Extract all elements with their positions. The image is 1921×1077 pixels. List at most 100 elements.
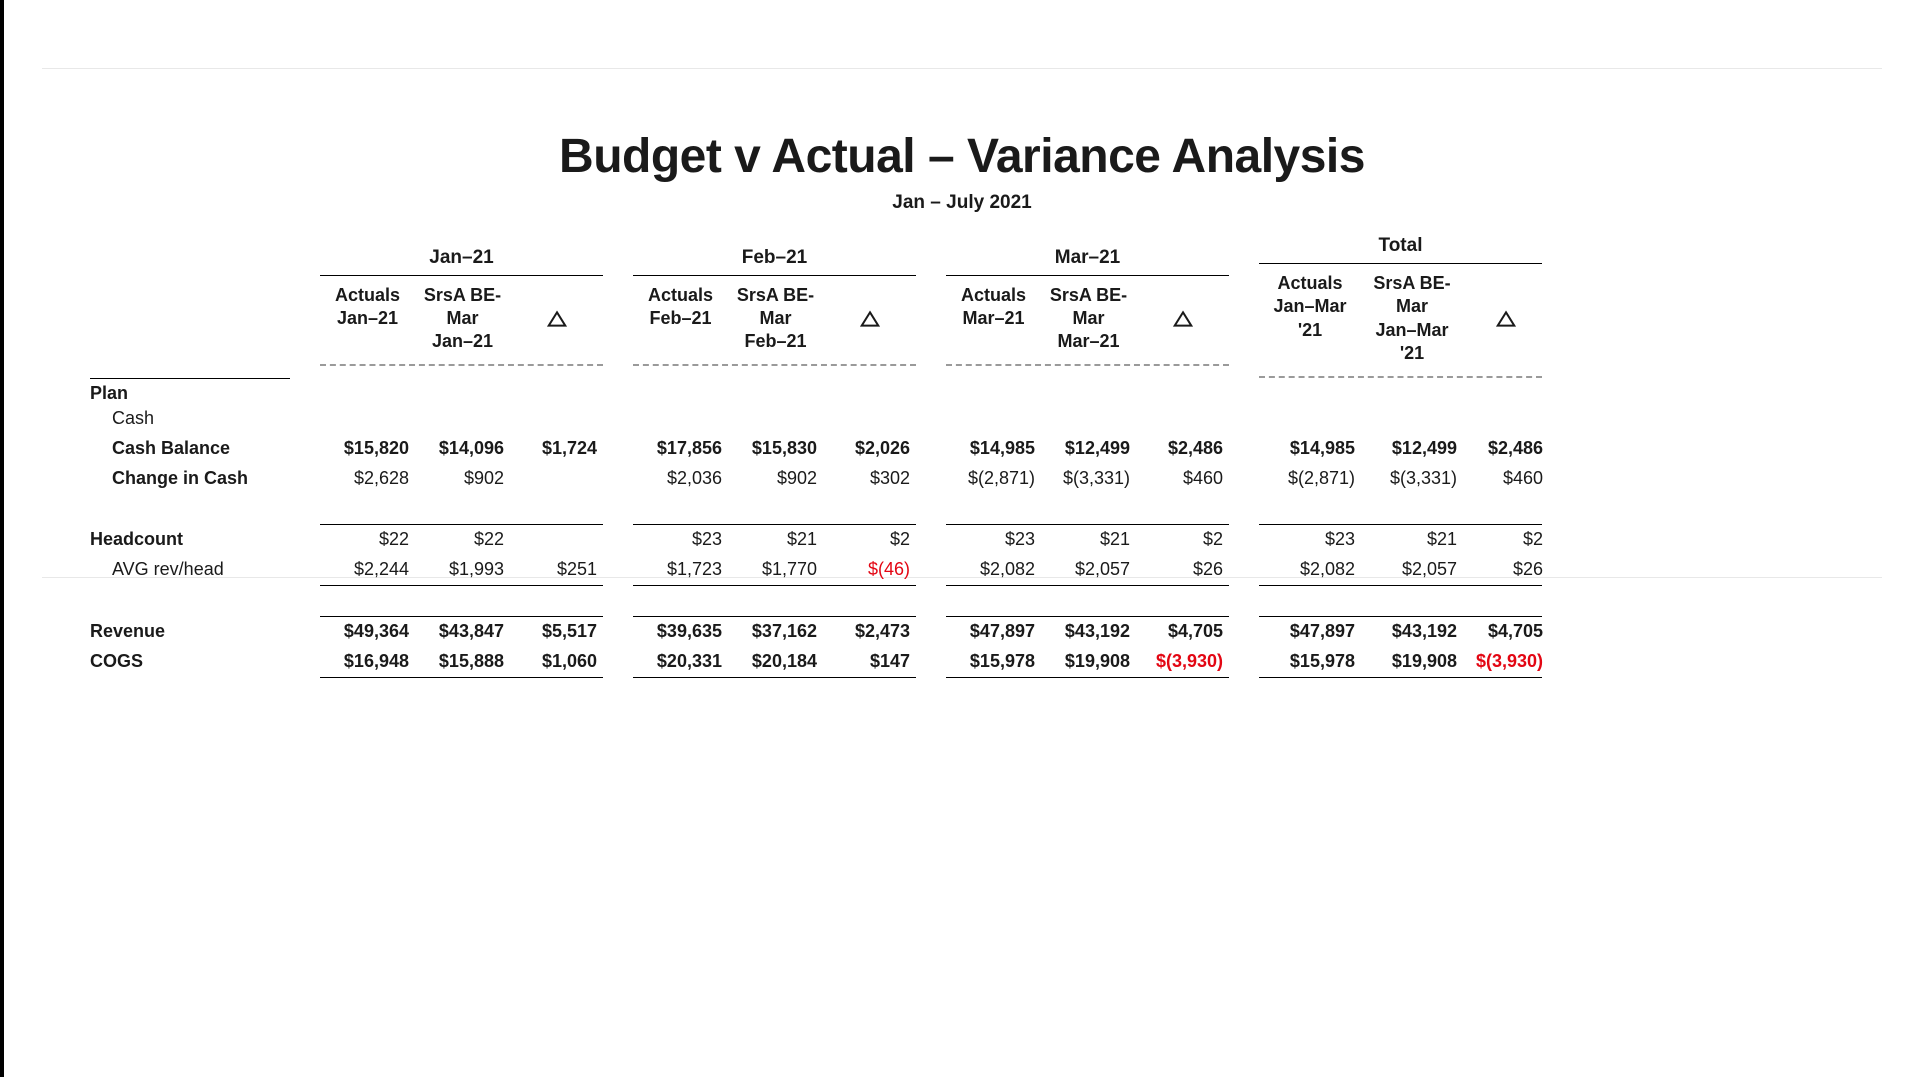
- cell-revenue-feb-2: $2,473: [823, 621, 916, 642]
- row-label-change_cash: Change in Cash: [90, 468, 290, 489]
- cell-avg_rev_head-total-2: $26: [1463, 559, 1549, 580]
- delta-icon: [1496, 310, 1516, 328]
- cell-headcount-total-2: $2: [1463, 529, 1549, 550]
- cell-cogs-feb-0: $20,331: [633, 651, 728, 672]
- dashed-rule-feb: [633, 364, 916, 366]
- delta-icon: [547, 310, 567, 328]
- row-cash_header: Cash: [90, 404, 1438, 434]
- subhead-actuals-jan: ActualsJan–21: [320, 284, 415, 354]
- row-spacer2: [90, 586, 1438, 616]
- subhead-actuals-total: ActualsJan–Mar '21: [1259, 272, 1361, 366]
- period-title-mar: Mar–21: [946, 247, 1229, 276]
- cell-cash_balance-jan-1: $14,096: [415, 438, 510, 459]
- cell-cash_balance-mar-0: $14,985: [946, 438, 1041, 459]
- period-subheader-jan: ActualsJan–21SrsA BE-MarJan–21: [320, 284, 603, 354]
- row-label-cash_balance: Cash Balance: [90, 438, 290, 459]
- period-subheader-total: ActualsJan–Mar '21SrsA BE-MarJan–Mar '21: [1259, 272, 1542, 366]
- cell-avg_rev_head-jan-1: $1,993: [415, 559, 510, 580]
- row-label-revenue: Revenue: [90, 621, 290, 642]
- subhead-delta-jan: [510, 284, 603, 354]
- cell-headcount-feb-1: $21: [728, 529, 823, 550]
- rule-bottom-cogs: [90, 677, 1438, 678]
- cell-avg_rev_head-feb-0: $1,723: [633, 559, 728, 580]
- cell-cogs-total-1: $19,908: [1361, 651, 1463, 672]
- cell-avg_rev_head-feb-1: $1,770: [728, 559, 823, 580]
- cell-change_cash-feb-0: $2,036: [633, 468, 728, 489]
- subhead-plan-total: SrsA BE-MarJan–Mar '21: [1361, 272, 1463, 366]
- subhead-plan-feb: SrsA BE-MarFeb–21: [728, 284, 823, 354]
- cell-revenue-total-2: $4,705: [1463, 621, 1549, 642]
- period-group-jan: Jan–21 ActualsJan–21SrsA BE-MarJan–21: [320, 247, 603, 366]
- cell-cogs-feb-2: $147: [823, 651, 916, 672]
- cell-revenue-mar-2: $4,705: [1136, 621, 1229, 642]
- cell-change_cash-total-2: $460: [1463, 468, 1549, 489]
- cell-change_cash-total-1: $(3,331): [1361, 468, 1463, 489]
- cell-cash_balance-mar-2: $2,486: [1136, 438, 1229, 459]
- cell-cogs-total-0: $15,978: [1259, 651, 1361, 672]
- cell-revenue-total-1: $43,192: [1361, 621, 1463, 642]
- cell-avg_rev_head-mar-2: $26: [1136, 559, 1229, 580]
- subhead-delta-feb: [823, 284, 916, 354]
- section-row-plan: Plan: [90, 378, 1438, 404]
- cell-cogs-jan-1: $15,888: [415, 651, 510, 672]
- cell-revenue-total-0: $47,897: [1259, 621, 1361, 642]
- cell-cash_balance-total-1: $12,499: [1361, 438, 1463, 459]
- dashed-rule-jan: [320, 364, 603, 366]
- subhead-plan-jan: SrsA BE-MarJan–21: [415, 284, 510, 354]
- period-subheader-mar: ActualsMar–21SrsA BE-MarMar–21: [946, 284, 1229, 354]
- row-cogs: COGS$16,948$15,888$1,060$20,331$20,184$1…: [90, 647, 1438, 677]
- period-title-jan: Jan–21: [320, 247, 603, 276]
- cell-avg_rev_head-jan-0: $2,244: [320, 559, 415, 580]
- subhead-plan-mar: SrsA BE-MarMar–21: [1041, 284, 1136, 354]
- cell-cash_balance-feb-1: $15,830: [728, 438, 823, 459]
- cell-cogs-mar-1: $19,908: [1041, 651, 1136, 672]
- row-headcount: Headcount$22$22$23$21$2$23$21$2$23$21$2: [90, 525, 1438, 555]
- subhead-delta-total: [1463, 272, 1549, 366]
- cell-cogs-mar-0: $15,978: [946, 651, 1041, 672]
- cell-cash_balance-feb-2: $2,026: [823, 438, 916, 459]
- cell-cash_balance-jan-2: $1,724: [510, 438, 603, 459]
- period-group-mar: Mar–21 ActualsMar–21SrsA BE-MarMar–21: [946, 247, 1229, 366]
- period-title-feb: Feb–21: [633, 247, 916, 276]
- period-group-feb: Feb–21 ActualsFeb–21SrsA BE-MarFeb–21: [633, 247, 916, 366]
- subhead-actuals-feb: ActualsFeb–21: [633, 284, 728, 354]
- cell-change_cash-feb-1: $902: [728, 468, 823, 489]
- cell-cash_balance-jan-0: $15,820: [320, 438, 415, 459]
- cell-headcount-mar-0: $23: [946, 529, 1041, 550]
- subhead-actuals-mar: ActualsMar–21: [946, 284, 1041, 354]
- cell-cash_balance-mar-1: $12,499: [1041, 438, 1136, 459]
- cell-cogs-feb-1: $20,184: [728, 651, 823, 672]
- period-title-total: Total: [1259, 235, 1542, 264]
- cell-cogs-jan-2: $1,060: [510, 651, 603, 672]
- cell-headcount-total-0: $23: [1259, 529, 1361, 550]
- cell-cogs-jan-0: $16,948: [320, 651, 415, 672]
- report-title: Budget v Actual – Variance Analysis: [42, 129, 1882, 184]
- cell-headcount-feb-0: $23: [633, 529, 728, 550]
- cell-revenue-feb-0: $39,635: [633, 621, 728, 642]
- cell-avg_rev_head-jan-2: $251: [510, 559, 603, 580]
- cell-avg_rev_head-total-1: $2,057: [1361, 559, 1463, 580]
- page: Budget v Actual – Variance Analysis Jan …: [0, 0, 1921, 1077]
- header-period-row: Jan–21 ActualsJan–21SrsA BE-MarJan–21 Feb–…: [90, 235, 1438, 378]
- delta-icon: [860, 310, 880, 328]
- cell-change_cash-total-0: $(2,871): [1259, 468, 1361, 489]
- cell-revenue-jan-2: $5,517: [510, 621, 603, 642]
- delta-icon: [1173, 310, 1193, 328]
- cell-change_cash-mar-0: $(2,871): [946, 468, 1041, 489]
- row-avg_rev_head: AVG rev/head$2,244$1,993$251$1,723$1,770…: [90, 555, 1438, 585]
- cell-avg_rev_head-mar-0: $2,082: [946, 559, 1041, 580]
- cell-cash_balance-total-0: $14,985: [1259, 438, 1361, 459]
- row-label-cogs: COGS: [90, 651, 290, 672]
- cell-avg_rev_head-total-0: $2,082: [1259, 559, 1361, 580]
- cell-revenue-jan-1: $43,847: [415, 621, 510, 642]
- section-label-plan: Plan: [90, 378, 290, 404]
- cell-headcount-mar-2: $2: [1136, 529, 1229, 550]
- subhead-delta-mar: [1136, 284, 1229, 354]
- cell-headcount-jan-0: $22: [320, 529, 415, 550]
- cell-headcount-jan-1: $22: [415, 529, 510, 550]
- cell-change_cash-jan-1: $902: [415, 468, 510, 489]
- cell-change_cash-mar-2: $460: [1136, 468, 1229, 489]
- cell-cogs-mar-2: $(3,930): [1136, 651, 1229, 672]
- period-subheader-feb: ActualsFeb–21SrsA BE-MarFeb–21: [633, 284, 916, 354]
- cell-revenue-feb-1: $37,162: [728, 621, 823, 642]
